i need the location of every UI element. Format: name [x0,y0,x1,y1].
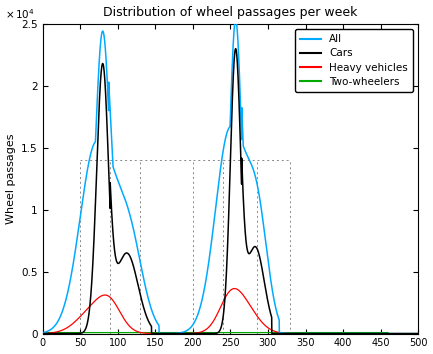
Title: Distribution of wheel passages per week: Distribution of wheel passages per week [103,6,358,18]
Text: $\times\,10^4$: $\times\,10^4$ [5,7,35,21]
Legend: All, Cars, Heavy vehicles, Two-wheelers: All, Cars, Heavy vehicles, Two-wheelers [294,29,413,92]
Y-axis label: Wheel passages: Wheel passages [6,133,16,224]
